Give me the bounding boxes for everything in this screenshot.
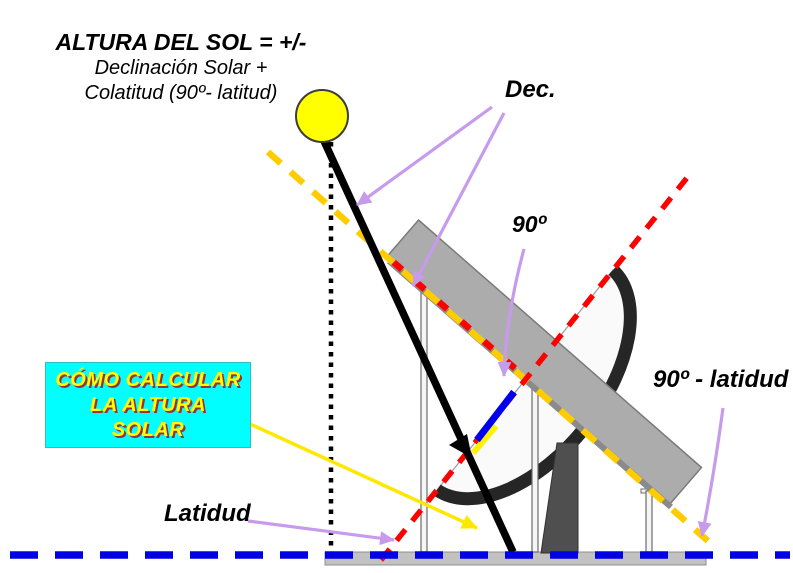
dec-arrow-to-sun-ray bbox=[356, 105, 493, 207]
support-strut-middle bbox=[531, 386, 539, 553]
sun-ray-arrowhead-icon bbox=[449, 434, 472, 458]
title-colatitude-term: Colatitud (90º- latitud) bbox=[84, 82, 278, 104]
ninety-degree-arrow bbox=[497, 248, 526, 377]
right-angle-label: 90º bbox=[512, 211, 546, 237]
callout-line-2: LA ALTURA bbox=[90, 394, 206, 416]
colatitude-arrow bbox=[697, 407, 725, 537]
callout-line-1: CÓMO CALCULAR bbox=[55, 369, 241, 391]
declination-label: Dec. bbox=[505, 76, 556, 103]
support-strut-right bbox=[645, 490, 653, 553]
title-declination-term: Declinación Solar + bbox=[94, 57, 268, 79]
polar-axis-red-dashed-line bbox=[378, 172, 693, 562]
panel-plane-yellow-dashed-line bbox=[265, 149, 719, 551]
sun-icon bbox=[295, 89, 349, 143]
ninety-degree-blue-segment bbox=[474, 389, 517, 443]
callout-arrow bbox=[249, 422, 478, 530]
title-block: ALTURA DEL SOL = +/- Declinación Solar +… bbox=[28, 28, 334, 106]
ninety-degree-yellow-segment bbox=[470, 424, 499, 455]
latitude-arrow bbox=[247, 519, 395, 546]
latitude-label: Latidud bbox=[164, 500, 251, 527]
title-formula: ALTURA DEL SOL = +/- bbox=[55, 29, 307, 55]
callout-box: CÓMO CALCULAR LA ALTURA SOLAR bbox=[45, 362, 251, 448]
sun-ray-line bbox=[320, 139, 517, 554]
callout-line-3: SOLAR bbox=[111, 419, 185, 441]
colatitude-label: 90º - latidud bbox=[653, 366, 789, 393]
dec-arrow-to-panel-edge bbox=[411, 112, 506, 287]
